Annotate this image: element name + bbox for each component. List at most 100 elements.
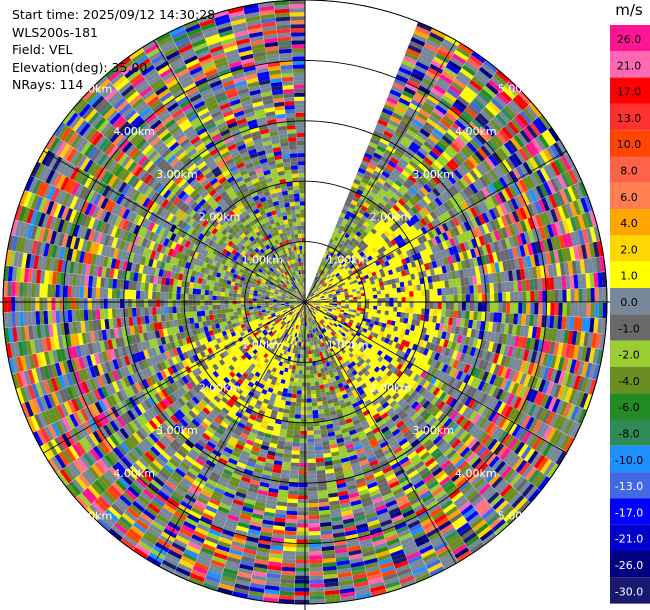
velocity-gate — [346, 249, 352, 255]
velocity-gate — [330, 273, 336, 279]
velocity-gate — [532, 187, 542, 201]
velocity-gate — [541, 277, 547, 291]
velocity-gate — [459, 92, 473, 104]
velocity-gate — [514, 258, 520, 270]
velocity-gate — [425, 289, 430, 297]
velocity-gate — [559, 262, 566, 276]
velocity-gate — [453, 294, 459, 303]
velocity-gate — [393, 149, 404, 159]
velocity-gate — [312, 298, 317, 301]
velocity-gate — [550, 236, 558, 251]
velocity-gate — [461, 310, 466, 320]
velocity-gate — [403, 263, 409, 271]
velocity-gate — [337, 303, 342, 306]
velocity-gate — [514, 291, 519, 303]
velocity-gate — [374, 231, 381, 239]
velocity-gate — [513, 313, 519, 325]
velocity-gate — [547, 127, 560, 142]
velocity-gate — [578, 181, 588, 198]
velocity-gate — [550, 208, 559, 223]
velocity-gate — [444, 131, 456, 143]
velocity-gate — [317, 268, 321, 273]
velocity-gate — [365, 246, 372, 252]
velocity-gate — [364, 257, 370, 264]
velocity-gate — [314, 292, 319, 295]
velocity-gate — [307, 450, 316, 455]
velocity-gate — [466, 172, 476, 183]
velocity-gate — [383, 284, 389, 290]
velocity-gate — [593, 317, 599, 334]
velocity-gate — [485, 232, 494, 244]
velocity-gate — [539, 183, 549, 198]
velocity-gate — [317, 277, 321, 282]
velocity-gate — [459, 67, 474, 80]
velocity-gate — [368, 264, 374, 270]
velocity-gate — [451, 122, 464, 134]
velocity-gate — [315, 453, 324, 459]
velocity-gate — [315, 294, 320, 297]
velocity-gate — [428, 134, 439, 145]
velocity-gate — [377, 298, 382, 303]
velocity-gate — [381, 216, 389, 224]
velocity-gate — [416, 150, 426, 160]
velocity-gate — [452, 155, 463, 167]
velocity-gate — [288, 413, 296, 419]
velocity-gate — [480, 274, 486, 285]
velocity-gate — [549, 315, 555, 329]
velocity-gate — [316, 295, 321, 298]
velocity-gate — [397, 302, 402, 308]
velocity-gate — [358, 208, 366, 216]
velocity-gate — [345, 273, 351, 279]
velocity-gate — [500, 238, 508, 250]
velocity-gate — [312, 413, 319, 419]
velocity-gate — [296, 394, 302, 399]
velocity-gate — [326, 269, 331, 275]
velocity-gate — [401, 169, 411, 179]
velocity-gate — [466, 57, 481, 70]
velocity-gate — [354, 175, 363, 182]
velocity-gate — [386, 248, 393, 255]
velocity-gate — [377, 294, 382, 299]
velocity-gate — [348, 292, 353, 296]
velocity-gate — [335, 261, 341, 267]
velocity-gate — [307, 470, 317, 476]
velocity-gate — [326, 275, 331, 280]
velocity-gate — [406, 219, 414, 228]
velocity-gate — [380, 246, 387, 253]
velocity-gate — [316, 397, 323, 402]
velocity-gate — [373, 225, 380, 232]
velocity-gate — [456, 318, 462, 327]
velocity-gate — [361, 215, 368, 222]
velocity-gate — [362, 263, 369, 269]
velocity-gate — [356, 293, 362, 297]
velocity-gate — [397, 271, 403, 278]
velocity-gate — [590, 302, 595, 318]
velocity-gate — [312, 297, 317, 300]
velocity-gate — [364, 170, 373, 178]
velocity-gate — [326, 289, 331, 293]
velocity-gate — [395, 255, 401, 262]
velocity-gate — [469, 79, 483, 92]
velocity-gate — [384, 192, 393, 200]
velocity-gate — [545, 251, 552, 265]
velocity-gate — [315, 385, 321, 390]
velocity-gate — [550, 289, 555, 303]
velocity-gate — [357, 198, 365, 206]
velocity-gate — [348, 278, 353, 283]
velocity-gate — [421, 256, 428, 265]
velocity-gate — [350, 213, 357, 220]
velocity-gate — [426, 247, 434, 256]
velocity-gate — [363, 188, 372, 195]
velocity-gate — [370, 228, 377, 235]
velocity-gate — [365, 240, 372, 247]
velocity-gate — [320, 303, 326, 306]
velocity-gate — [364, 288, 369, 293]
velocity-gate — [350, 274, 356, 279]
velocity-gate — [449, 142, 461, 153]
velocity-gate — [377, 305, 382, 311]
velocity-gate — [389, 115, 402, 125]
velocity-gate — [355, 275, 361, 280]
velocity-gate — [311, 294, 315, 298]
velocity-gate — [429, 268, 436, 276]
velocity-gate — [472, 275, 478, 285]
